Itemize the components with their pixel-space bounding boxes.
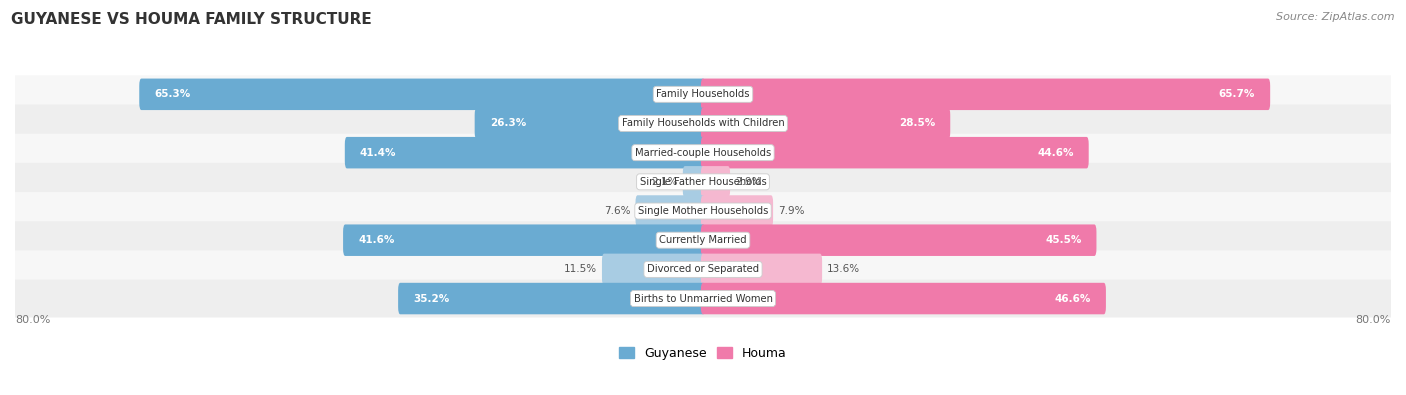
Text: Family Households: Family Households <box>657 89 749 99</box>
Text: 7.9%: 7.9% <box>778 206 804 216</box>
FancyBboxPatch shape <box>700 108 950 139</box>
Text: Single Mother Households: Single Mother Households <box>638 206 768 216</box>
FancyBboxPatch shape <box>139 79 706 110</box>
FancyBboxPatch shape <box>10 163 1396 201</box>
Legend: Guyanese, Houma: Guyanese, Houma <box>614 342 792 365</box>
Text: 7.6%: 7.6% <box>605 206 631 216</box>
FancyBboxPatch shape <box>602 254 706 285</box>
Text: 80.0%: 80.0% <box>15 314 51 325</box>
FancyBboxPatch shape <box>10 192 1396 230</box>
Text: 2.1%: 2.1% <box>651 177 678 187</box>
Text: Divorced or Separated: Divorced or Separated <box>647 264 759 275</box>
FancyBboxPatch shape <box>700 195 773 227</box>
FancyBboxPatch shape <box>683 166 706 198</box>
Text: 46.6%: 46.6% <box>1054 293 1091 303</box>
Text: 26.3%: 26.3% <box>489 118 526 128</box>
Text: Currently Married: Currently Married <box>659 235 747 245</box>
FancyBboxPatch shape <box>10 280 1396 318</box>
Text: 41.4%: 41.4% <box>360 148 396 158</box>
FancyBboxPatch shape <box>398 283 706 314</box>
Text: 45.5%: 45.5% <box>1045 235 1081 245</box>
FancyBboxPatch shape <box>10 134 1396 172</box>
FancyBboxPatch shape <box>10 75 1396 113</box>
FancyBboxPatch shape <box>10 250 1396 288</box>
FancyBboxPatch shape <box>700 254 823 285</box>
FancyBboxPatch shape <box>10 221 1396 259</box>
Text: 13.6%: 13.6% <box>827 264 860 275</box>
Text: GUYANESE VS HOUMA FAMILY STRUCTURE: GUYANESE VS HOUMA FAMILY STRUCTURE <box>11 12 373 27</box>
Text: 11.5%: 11.5% <box>564 264 598 275</box>
Text: 41.6%: 41.6% <box>359 235 395 245</box>
Text: Source: ZipAtlas.com: Source: ZipAtlas.com <box>1277 12 1395 22</box>
FancyBboxPatch shape <box>700 137 1088 168</box>
FancyBboxPatch shape <box>343 224 706 256</box>
Text: 28.5%: 28.5% <box>898 118 935 128</box>
Text: 80.0%: 80.0% <box>1355 314 1391 325</box>
Text: 65.3%: 65.3% <box>155 89 191 99</box>
Text: 35.2%: 35.2% <box>413 293 450 303</box>
FancyBboxPatch shape <box>700 166 730 198</box>
Text: Married-couple Households: Married-couple Households <box>636 148 770 158</box>
Text: Single Father Households: Single Father Households <box>640 177 766 187</box>
FancyBboxPatch shape <box>10 105 1396 143</box>
FancyBboxPatch shape <box>700 224 1097 256</box>
Text: 44.6%: 44.6% <box>1038 148 1074 158</box>
FancyBboxPatch shape <box>344 137 706 168</box>
Text: 2.9%: 2.9% <box>735 177 761 187</box>
Text: 65.7%: 65.7% <box>1219 89 1256 99</box>
FancyBboxPatch shape <box>700 79 1270 110</box>
FancyBboxPatch shape <box>636 195 706 227</box>
Text: Family Households with Children: Family Households with Children <box>621 118 785 128</box>
FancyBboxPatch shape <box>475 108 706 139</box>
Text: Births to Unmarried Women: Births to Unmarried Women <box>634 293 772 303</box>
FancyBboxPatch shape <box>700 283 1107 314</box>
